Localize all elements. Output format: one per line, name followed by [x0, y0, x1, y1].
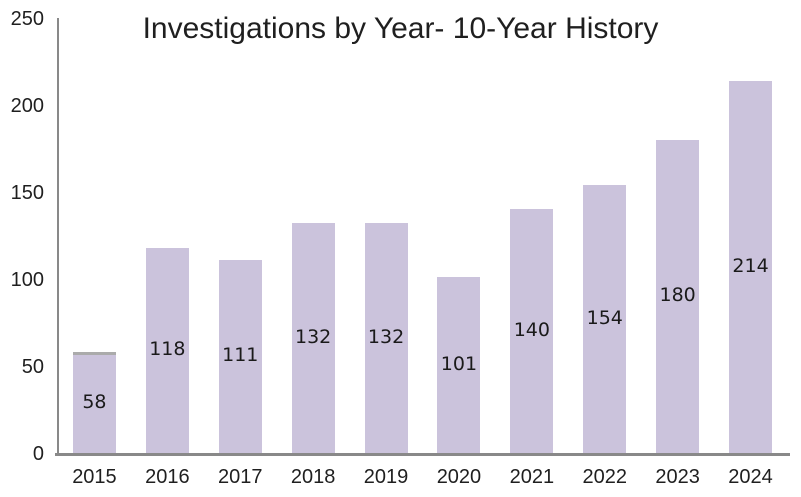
bar-value-label: 118 — [149, 338, 186, 361]
chart-title: Investigations by Year- 10-Year History — [142, 12, 659, 45]
bar-value-label: 101 — [440, 353, 478, 376]
bar-value-label: 132 — [367, 326, 405, 349]
y-tick-label: 200 — [10, 95, 44, 117]
x-axis-line — [55, 453, 790, 456]
y-axis-line — [57, 18, 59, 456]
x-tick-label: 2019 — [363, 466, 409, 488]
bar — [72, 352, 116, 453]
bar-value-label: 111 — [222, 344, 259, 367]
bar — [291, 223, 335, 453]
bar-value-label: 214 — [732, 254, 769, 277]
bar — [583, 185, 627, 453]
x-tick-label: 2018 — [290, 466, 336, 488]
x-tick-label: 2023 — [655, 466, 700, 488]
y-tick-label: 250 — [10, 8, 44, 30]
y-tick-label: 50 — [21, 356, 44, 378]
x-tick-label: 2021 — [509, 466, 555, 488]
x-tick-label: 2016 — [145, 466, 190, 488]
bar — [364, 223, 408, 453]
bar — [656, 139, 700, 453]
x-tick-label: 2024 — [728, 466, 773, 488]
bar — [437, 277, 481, 453]
bar — [510, 209, 554, 453]
x-tick-label: 2015 — [72, 466, 117, 488]
bar-value-label: 132 — [295, 326, 332, 349]
bar-value-label: 140 — [513, 319, 550, 342]
x-tick-label: 2022 — [582, 466, 627, 488]
x-tick-label: 2020 — [436, 466, 482, 488]
bar — [218, 259, 262, 453]
bar-value-label: 154 — [586, 307, 623, 330]
bar-value-label: 180 — [659, 284, 696, 307]
y-tick-label: 0 — [32, 443, 44, 465]
y-tick-label: 100 — [10, 269, 44, 291]
bar — [729, 80, 773, 453]
y-tick-label: 150 — [10, 182, 44, 204]
bar — [145, 247, 189, 453]
x-tick-label: 2017 — [217, 466, 263, 488]
bar-value-label: 58 — [82, 390, 107, 413]
